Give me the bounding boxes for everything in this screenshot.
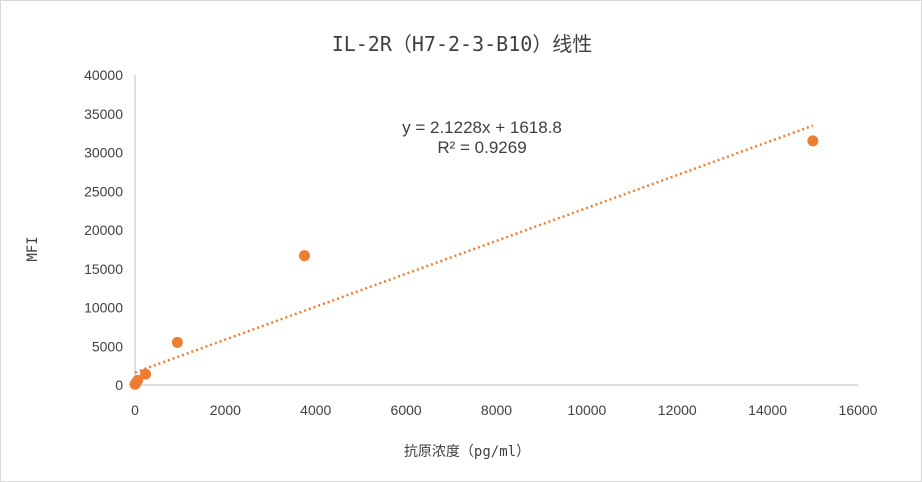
y-tick-label: 40000	[84, 67, 123, 83]
x-tick-label: 14000	[748, 402, 787, 418]
x-tick-label: 8000	[481, 402, 512, 418]
points-layer	[129, 135, 819, 390]
y-tick-label: 20000	[84, 222, 123, 238]
trendline-layer	[134, 124, 814, 374]
data-point	[807, 135, 819, 147]
trendline-equation: y = 2.1228x + 1618.8	[402, 118, 562, 137]
x-axis-title: 抗原浓度（pg/ml）	[404, 444, 530, 460]
y-tick-label: 30000	[84, 145, 123, 161]
y-tick-label: 35000	[84, 106, 123, 122]
x-tick-label: 0	[131, 402, 139, 418]
x-tick-label: 4000	[300, 402, 331, 418]
data-point	[132, 374, 144, 386]
x-tick-label: 12000	[658, 402, 697, 418]
chart-title: IL-2R（H7-2-3-B10）线性	[332, 32, 593, 56]
y-axis-title: MFI	[25, 236, 41, 261]
y-tick-label: 5000	[92, 338, 123, 354]
x-tick-label: 6000	[391, 402, 422, 418]
y-tick-label: 15000	[84, 261, 123, 277]
x-tick-label: 16000	[839, 402, 878, 418]
axes: 0 2000 4000 6000 8000 10000 12000 14000 16000 0 50…	[84, 67, 878, 418]
x-tick-label: 10000	[567, 402, 606, 418]
y-tick-label: 10000	[84, 300, 123, 316]
y-tick-label: 0	[115, 377, 123, 393]
data-point	[171, 336, 183, 348]
y-tick-label: 25000	[84, 183, 123, 199]
data-point	[140, 368, 152, 380]
trendline	[134, 124, 814, 374]
data-point	[298, 250, 310, 262]
r-squared-label: R² = 0.9269	[437, 138, 526, 157]
x-tick-label: 2000	[210, 402, 241, 418]
